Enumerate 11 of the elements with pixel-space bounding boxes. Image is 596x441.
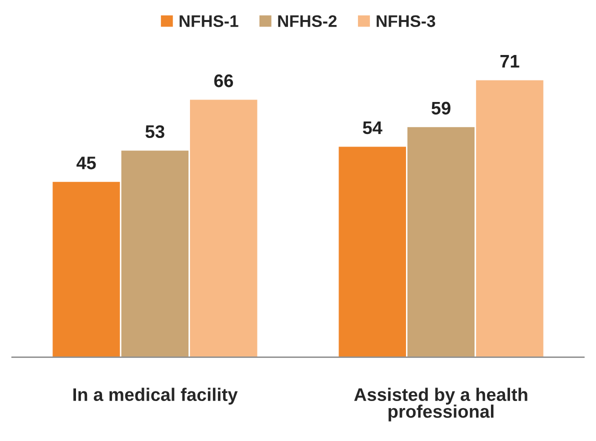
legend-label: NFHS-1 (180, 15, 238, 28)
legend-label: NFHS-2 (278, 15, 337, 28)
data-label: 59 (432, 102, 450, 115)
data-label: 54 (362, 122, 382, 134)
data-label: 71 (500, 55, 520, 68)
x-tick-label: Assisted by a health professional (354, 388, 528, 422)
data-label: 53 (145, 125, 164, 138)
legend-label: NFHS-3 (376, 15, 436, 28)
data-label: 45 (76, 156, 96, 170)
x-tick-label: In a medical facility (73, 388, 238, 405)
data-label: 66 (214, 74, 234, 88)
